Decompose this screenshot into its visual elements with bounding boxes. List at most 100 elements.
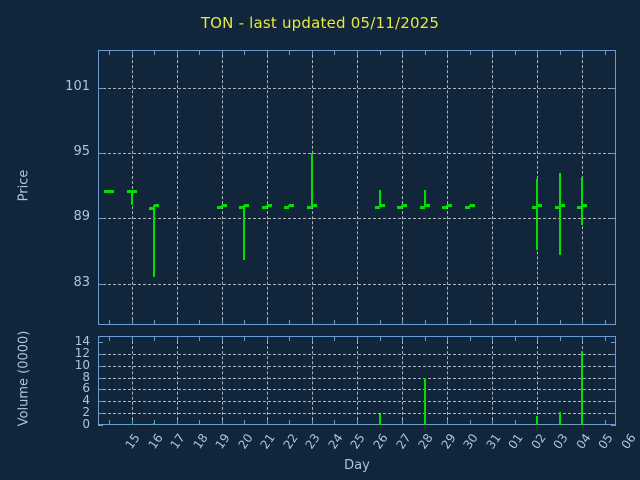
price-axis-tick [610,153,616,155]
price-axis-tick [402,50,404,55]
price-axis-tick [244,50,246,55]
ohlc-wick [310,153,313,207]
volume-axis-tick [447,420,449,425]
volume-bar-16 [130,423,133,425]
price-axis-tick [311,50,313,55]
volume-axis-tick [604,336,606,341]
volume-vertical-gridline [311,336,313,425]
volume-tick-label-12: 12 [74,345,90,360]
price-axis-tick [199,50,201,55]
price-axis-tick [559,50,561,55]
day-tick-label-06: 06 [618,431,639,452]
ohlc-open-tick [216,205,222,209]
volume-bar-29 [423,378,426,425]
volume-tick-label-8: 8 [82,369,90,384]
ohlc-open-tick [239,205,245,209]
ohlc-bar-31 [464,50,476,325]
volume-axis-tick [379,336,381,341]
day-tick-label-04: 04 [573,431,594,452]
volume-axis-tick [221,336,223,341]
price-axis-tick [154,320,156,325]
price-axis-tick [311,320,313,325]
price-axis-tick [492,320,494,325]
price-axis-tick [98,218,104,220]
price-axis-tick [514,320,516,325]
ohlc-close-tick [559,204,565,208]
price-axis-tick [176,50,178,55]
ohlc-open-tick [284,205,290,209]
volume-axis-tick [154,420,156,425]
ohlc-wick [558,172,561,256]
price-axis-tick [244,320,246,325]
ohlc-open-tick [149,206,155,210]
ohlc-open-tick [554,205,560,209]
volume-vertical-gridline [221,336,223,425]
day-tick-label-22: 22 [280,431,301,452]
volume-tick-label-10: 10 [74,357,90,372]
ohlc-close-tick [402,204,408,208]
ohlc-close-tick [109,190,115,194]
price-axis-tick [447,50,449,55]
day-tick-label-21: 21 [257,431,279,452]
volume-axis-tick [611,377,616,379]
ohlc-bar-21 [239,50,250,325]
price-vertical-gridline [402,50,404,325]
day-tick-label-16: 16 [145,431,166,452]
volume-axis-tick [582,336,584,341]
price-axis-tick [402,320,404,325]
ohlc-close-tick [537,204,543,208]
ohlc-open-tick [104,190,110,194]
volume-axis-tick [334,336,336,341]
day-tick-label-18: 18 [190,431,211,452]
volume-axis-tick [266,420,268,425]
ohlc-open-tick [464,205,470,209]
price-axis-tick [334,320,336,325]
volume-vertical-gridline [131,336,133,425]
ohlc-wick [423,190,426,207]
volume-axis-tick [402,420,404,425]
volume-axis-tick [611,353,616,355]
volume-axis-tick [611,389,616,391]
volume-vertical-gridline [402,336,404,425]
price-axis-tick [379,50,381,55]
ohlc-close-tick [154,204,160,208]
ohlc-bar-28 [397,50,408,325]
day-tick-label-01: 01 [505,431,526,452]
price-axis-tick [424,50,426,55]
day-tick-label-19: 19 [212,431,234,452]
price-tick-label-95: 95 [73,144,90,160]
day-tick-label-23: 23 [302,431,324,452]
price-vertical-gridline [131,50,133,325]
ohlc-bar-05 [577,50,588,325]
volume-axis-tick [334,420,336,425]
volume-axis-tick [611,401,616,403]
volume-bar-27 [378,414,381,425]
price-axis-tick [176,320,178,325]
volume-axis-tick [402,336,404,341]
price-vertical-gridline [176,50,178,325]
day-tick-label-17: 17 [167,431,189,452]
ohlc-bar-24 [306,50,318,325]
ohlc-open-tick [261,205,267,209]
ohlc-wick [581,177,584,225]
ohlc-bar-29 [419,50,431,325]
volume-axis-tick [469,420,471,425]
price-axis-tick [334,50,336,55]
volume-bar-03 [536,415,539,425]
price-axis-tick [424,320,426,325]
price-axis-tick [98,153,104,155]
volume-axis-tick [98,341,103,343]
volume-vertical-gridline [266,336,268,425]
ohlc-bar-03 [532,50,543,325]
volume-axis-tick [514,420,516,425]
price-vertical-gridline [357,50,358,325]
price-axis-tick [131,320,133,325]
price-tick-label-101: 101 [65,79,90,95]
price-axis-tick [537,50,539,55]
price-axis-tick [98,283,104,285]
volume-axis-tick [199,336,201,341]
price-vertical-gridline [447,50,449,325]
volume-axis-tick [424,336,426,341]
price-axis-tick [610,88,616,90]
